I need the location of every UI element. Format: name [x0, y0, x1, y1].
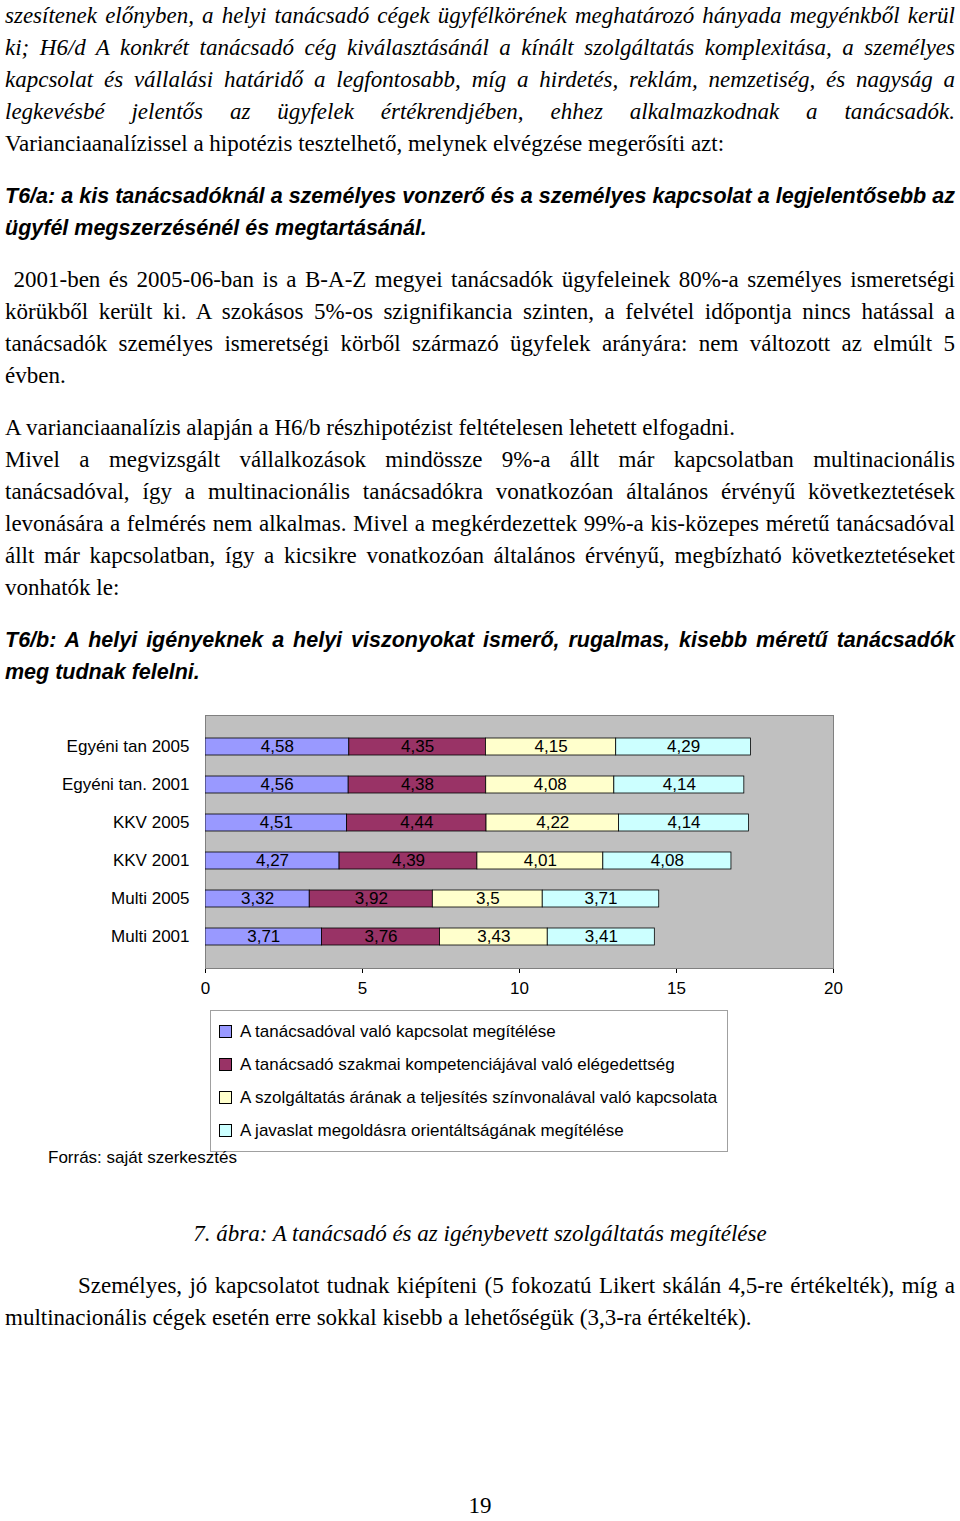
svg-text:3,71: 3,71: [584, 889, 617, 908]
svg-text:3,43: 3,43: [477, 927, 510, 946]
html-text:2001-ben és 2005-06-ban is a B: 2001-ben és 2005-06-ban is a B-A-Z megye…: [5, 267, 955, 388]
html-text:19: 19: [468, 1493, 492, 1518]
svg-text:3,76: 3,76: [364, 927, 397, 946]
svg-text:4,14: 4,14: [667, 813, 700, 832]
svg-text:3,71: 3,71: [247, 927, 280, 946]
svg-text:3,5: 3,5: [476, 889, 500, 908]
html-text:Varianciaanalízissel a hipotéz: Varianciaanalízissel a hipotézis tesztel…: [5, 131, 725, 156]
svg-text:3,41: 3,41: [585, 927, 618, 946]
html-text:T6/b: A helyi igényeknek a hel: T6/b: A helyi igényeknek a helyi viszony…: [5, 628, 955, 684]
svg-text:4,51: 4,51: [260, 813, 293, 832]
svg-text:4,39: 4,39: [392, 851, 425, 870]
html-text:Személyes, jó kapcsolatot tudn: Személyes, jó kapcsolatot tudnak kiépíte…: [5, 1273, 955, 1330]
html-text:7. ábra: A tanácsadó és az igé: 7. ábra: A tanácsadó és az igénybevett s…: [193, 1221, 767, 1246]
svg-text:4,15: 4,15: [535, 737, 568, 756]
svg-text:Egyéni tan 2005: Egyéni tan 2005: [67, 737, 190, 756]
html-text:Forrás: saját szerkesztés: Forrás: saját szerkesztés: [48, 1148, 237, 1167]
svg-text:4,27: 4,27: [256, 851, 289, 870]
svg-text:4,58: 4,58: [261, 737, 294, 756]
svg-text:10: 10: [510, 979, 529, 998]
svg-text:4,44: 4,44: [400, 813, 433, 832]
svg-text:20: 20: [824, 979, 843, 998]
svg-text:4,35: 4,35: [401, 737, 434, 756]
html-text:A varianciaanalízis alapján a: A varianciaanalízis alapján a H6/b részh…: [5, 415, 735, 440]
svg-text:0: 0: [201, 979, 210, 998]
svg-text:4,01: 4,01: [524, 851, 557, 870]
html-text:Mivel a megvizsgált vállalkozá: Mivel a megvizsgált vállalkozások mindös…: [5, 447, 955, 600]
svg-text:4,08: 4,08: [534, 775, 567, 794]
svg-text:4,22: 4,22: [536, 813, 569, 832]
svg-text:3,92: 3,92: [355, 889, 388, 908]
svg-text:Egyéni tan. 2001: Egyéni tan. 2001: [62, 775, 190, 794]
svg-text:4,56: 4,56: [261, 775, 294, 794]
svg-text:KKV 2001: KKV 2001: [113, 851, 190, 870]
html-text:A javaslat megoldásra orientál: A javaslat megoldásra orientáltságának m…: [240, 1121, 624, 1140]
svg-text:Multi 2001: Multi 2001: [111, 927, 189, 946]
svg-text:3,32: 3,32: [241, 889, 274, 908]
svg-text:5: 5: [358, 979, 367, 998]
html-text:A tanácsadó szakmai kompetenci: A tanácsadó szakmai kompetenciájával val…: [240, 1055, 675, 1074]
svg-text:4,14: 4,14: [663, 775, 696, 794]
svg-text:4,38: 4,38: [401, 775, 434, 794]
svg-text:Multi 2005: Multi 2005: [111, 889, 189, 908]
html-text:A tanácsadóval való kapcsolat: A tanácsadóval való kapcsolat megítélése: [240, 1022, 556, 1041]
svg-text:KKV 2005: KKV 2005: [113, 813, 190, 832]
html-text:T6/a: a kis tanácsadóknál a sz: T6/a: a kis tanácsadóknál a személyes vo…: [5, 184, 955, 240]
svg-text:4,29: 4,29: [667, 737, 700, 756]
html-text:szesítenek előnyben, a helyi t: szesítenek előnyben, a helyi tanácsadó c…: [5, 3, 955, 124]
svg-text:4,08: 4,08: [651, 851, 684, 870]
svg-text:15: 15: [667, 979, 686, 998]
html-text:A szolgáltatás árának a teljes: A szolgáltatás árának a teljesítés színv…: [240, 1088, 718, 1107]
